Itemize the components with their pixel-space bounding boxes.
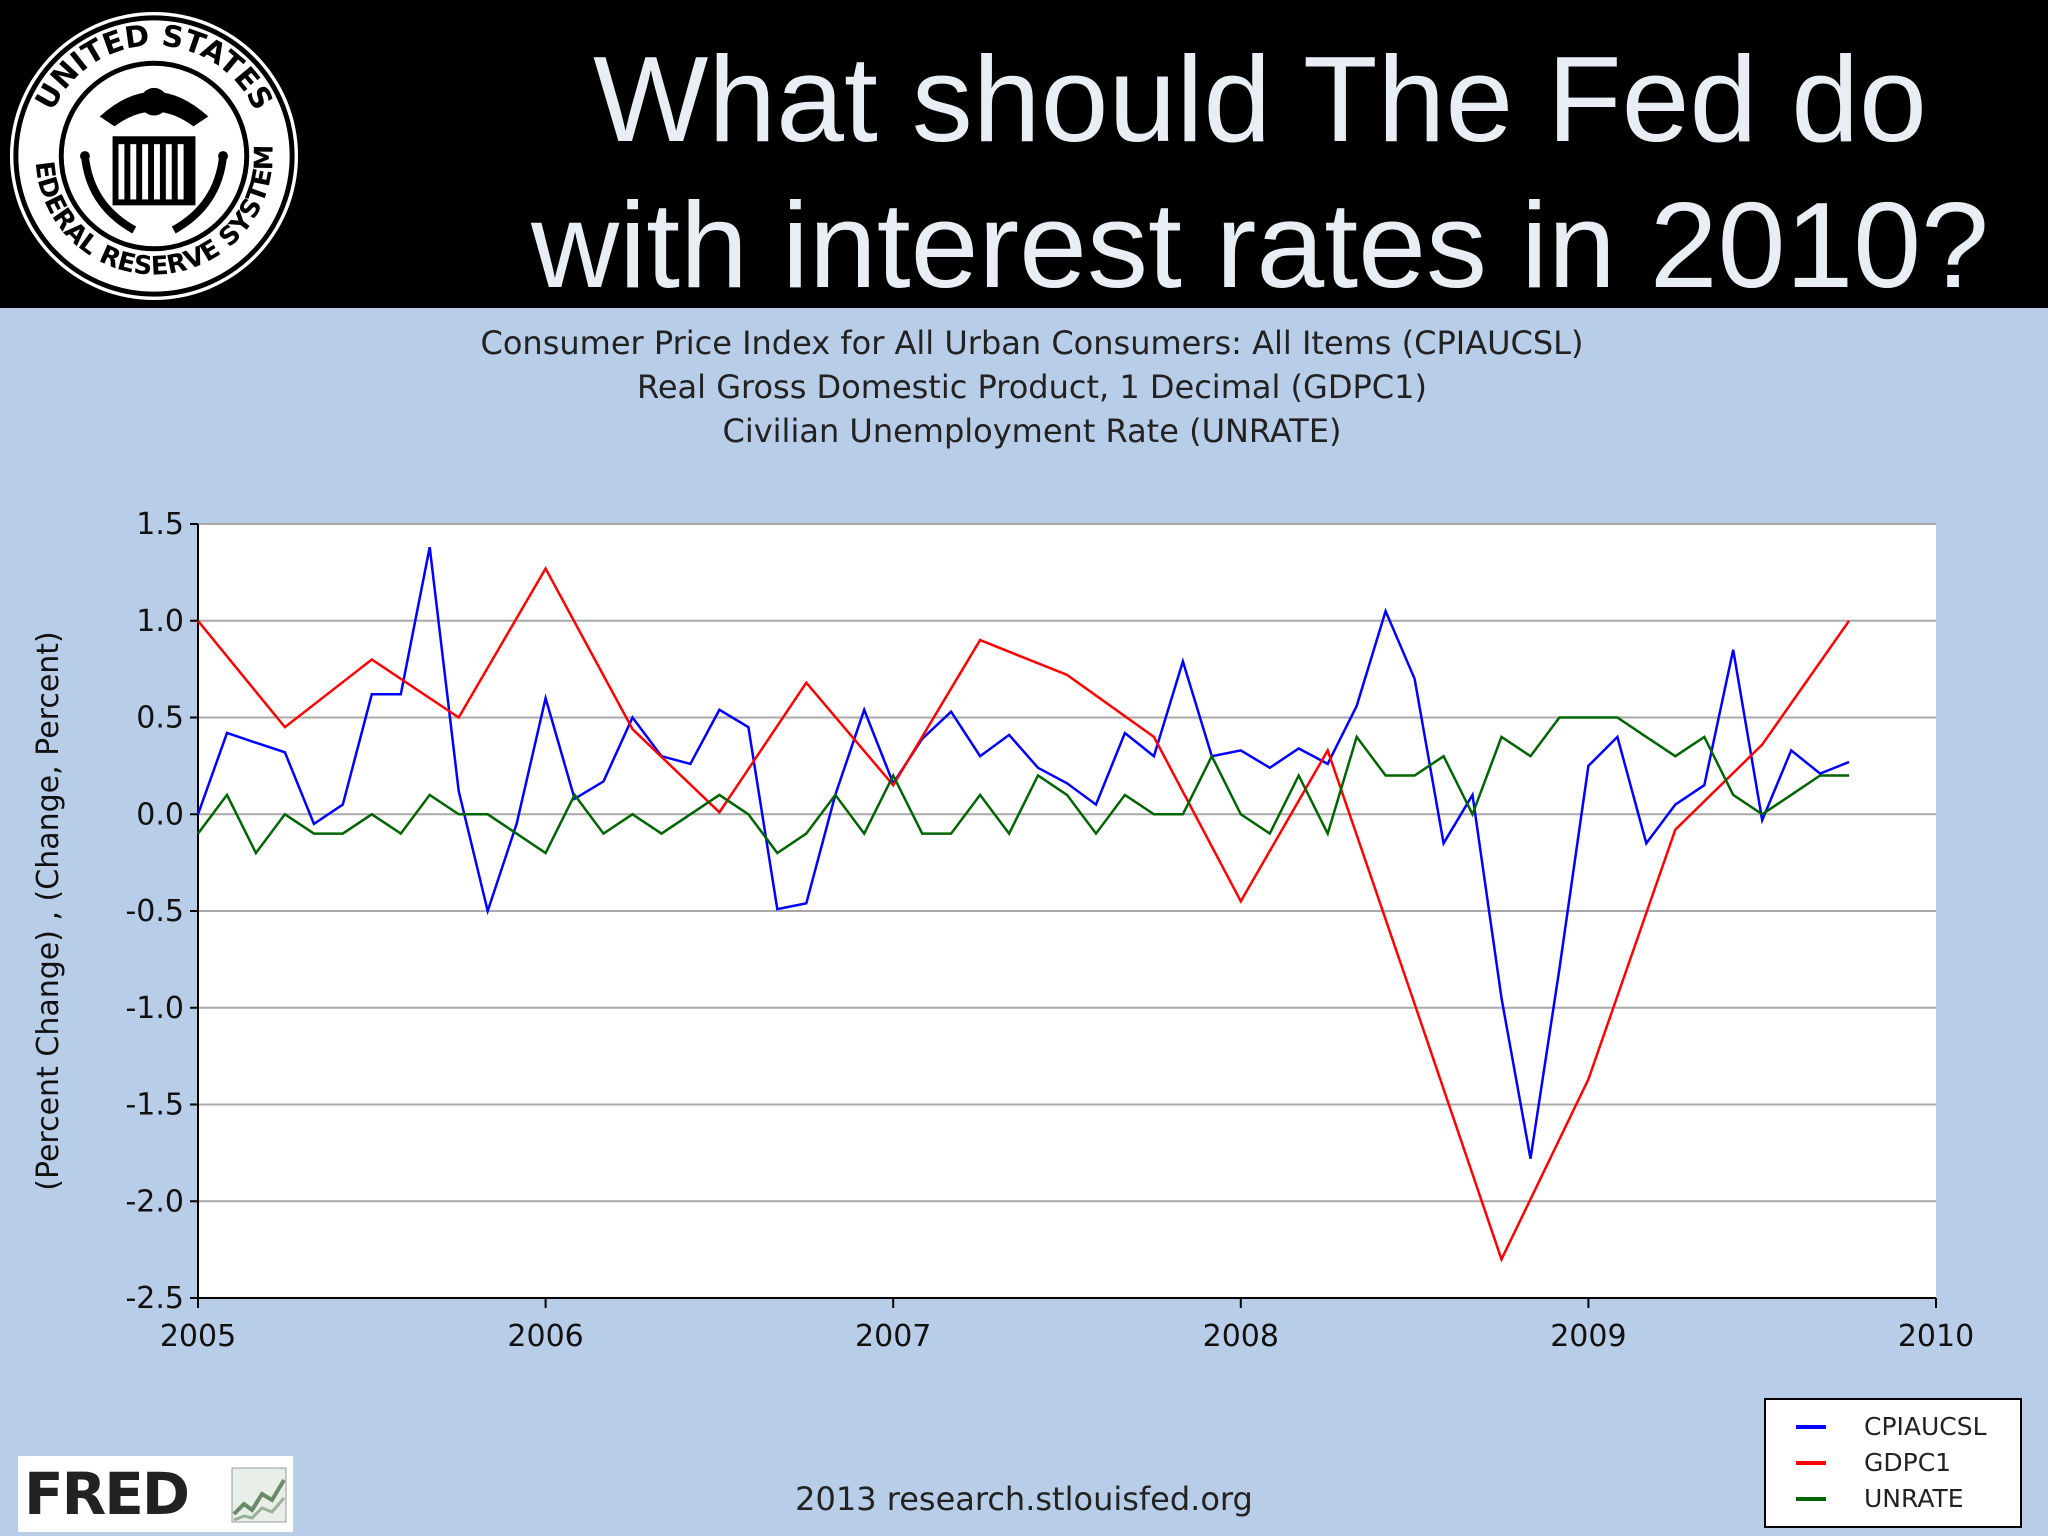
fred-chart-icon <box>231 1467 287 1523</box>
grid-lines <box>198 523 1936 1203</box>
x-tick-label: 2006 <box>507 1319 583 1354</box>
y-tick-label: -1.5 <box>125 1088 184 1123</box>
y-axis-label: (Percent Change) , (Change, Percent) <box>31 631 66 1191</box>
line-chart: Consumer Price Index for All Urban Consu… <box>31 324 1974 1354</box>
y-tick-label: 1.0 <box>136 604 184 639</box>
legend-swatch-cpiaucsl <box>1796 1425 1826 1429</box>
y-tick-label: -1.0 <box>125 991 184 1026</box>
legend-swatch-unrate <box>1796 1497 1826 1501</box>
fred-logo-text: FRED <box>24 1460 190 1528</box>
y-tick-label: -2.5 <box>125 1281 184 1316</box>
chart-legend: CPIAUCSL GDPC1 UNRATE <box>1764 1398 2022 1528</box>
x-tick-label: 2005 <box>160 1319 236 1354</box>
fred-logo: FRED <box>18 1456 293 1532</box>
legend-label-cpiaucsl: CPIAUCSL <box>1864 1412 1987 1441</box>
x-tick-label: 2010 <box>1898 1319 1974 1354</box>
y-tick-label: 1.5 <box>136 507 184 542</box>
legend-item-unrate: UNRATE <box>1788 1484 2018 1514</box>
chart-title-line-1: Consumer Price Index for All Urban Consu… <box>481 324 1584 362</box>
series-line-cpiaucsl <box>196 546 1850 1159</box>
chart-title-line-3: Civilian Unemployment Rate (UNRATE) <box>722 412 1341 450</box>
x-tick-label: 2007 <box>855 1319 931 1354</box>
y-tick-label: 0.0 <box>136 797 184 832</box>
legend-swatch-gdpc1 <box>1796 1461 1826 1465</box>
series-line-gdpc1 <box>197 565 1851 1263</box>
legend-item-cpiaucsl: CPIAUCSL <box>1788 1412 2018 1442</box>
y-tick-label: -0.5 <box>125 894 184 929</box>
chart-panel: Consumer Price Index for All Urban Consu… <box>0 308 2048 1536</box>
series-line-unrate <box>196 716 1850 856</box>
legend-label-gdpc1: GDPC1 <box>1864 1448 1952 1477</box>
y-axis-ticks: 1.5 1.0 0.5 0.0 -0.5 -1.0 -1.5 -2.0 -2.5 <box>125 507 198 1316</box>
chart-title-line-2: Real Gross Domestic Product, 1 Decimal (… <box>637 368 1427 406</box>
y-tick-label: 0.5 <box>136 701 184 736</box>
headline-line-2: with interest rates in 2010? <box>530 177 1990 313</box>
header: UNITED STATES FEDERAL RESERVE SYSTEM Wha… <box>0 0 2048 313</box>
legend-item-gdpc1: GDPC1 <box>1788 1448 2018 1478</box>
series-lines <box>196 546 1851 1263</box>
footer-source: 2013 research.stlouisfed.org <box>795 1480 1253 1518</box>
x-tick-label: 2008 <box>1203 1319 1279 1354</box>
x-tick-label: 2009 <box>1550 1319 1626 1354</box>
federal-reserve-seal-icon: UNITED STATES FEDERAL RESERVE SYSTEM <box>6 8 299 301</box>
y-tick-label: -2.0 <box>125 1184 184 1219</box>
headline: What should The Fed do with interest rat… <box>480 26 2040 318</box>
legend-label-unrate: UNRATE <box>1864 1484 1964 1513</box>
headline-line-1: What should The Fed do <box>593 31 1927 167</box>
x-axis-ticks: 2005 2006 2007 2008 2009 2010 <box>160 1298 1974 1354</box>
